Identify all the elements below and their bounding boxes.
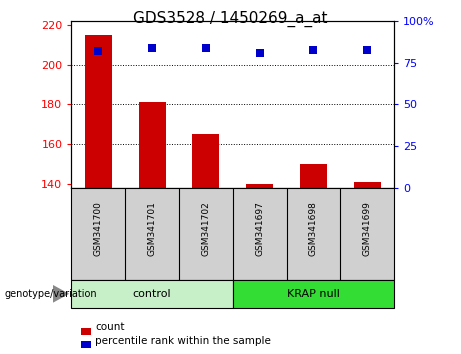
Text: GSM341701: GSM341701: [148, 201, 157, 256]
Point: [364, 47, 371, 52]
Bar: [139, 102, 165, 188]
Text: GDS3528 / 1450269_a_at: GDS3528 / 1450269_a_at: [133, 11, 328, 27]
Text: genotype/variation: genotype/variation: [5, 289, 97, 299]
Point: [310, 47, 317, 52]
Point: [148, 45, 156, 51]
Text: percentile rank within the sample: percentile rank within the sample: [95, 336, 272, 346]
Bar: [71, 280, 233, 308]
Text: control: control: [133, 289, 171, 299]
Bar: [85, 35, 112, 188]
Text: GSM341699: GSM341699: [363, 201, 372, 256]
Point: [95, 48, 102, 54]
Bar: [300, 164, 327, 188]
Bar: [246, 184, 273, 188]
Text: GSM341698: GSM341698: [309, 201, 318, 256]
Bar: [233, 280, 394, 308]
Text: GSM341702: GSM341702: [201, 201, 210, 256]
Point: [256, 50, 263, 56]
Point: [202, 45, 210, 51]
Text: count: count: [95, 322, 125, 332]
Text: GSM341697: GSM341697: [255, 201, 264, 256]
Text: GSM341700: GSM341700: [94, 201, 103, 256]
Polygon shape: [53, 285, 69, 303]
Text: KRAP null: KRAP null: [287, 289, 340, 299]
Bar: [193, 134, 219, 188]
Bar: [354, 182, 381, 188]
Bar: [71, 188, 394, 280]
